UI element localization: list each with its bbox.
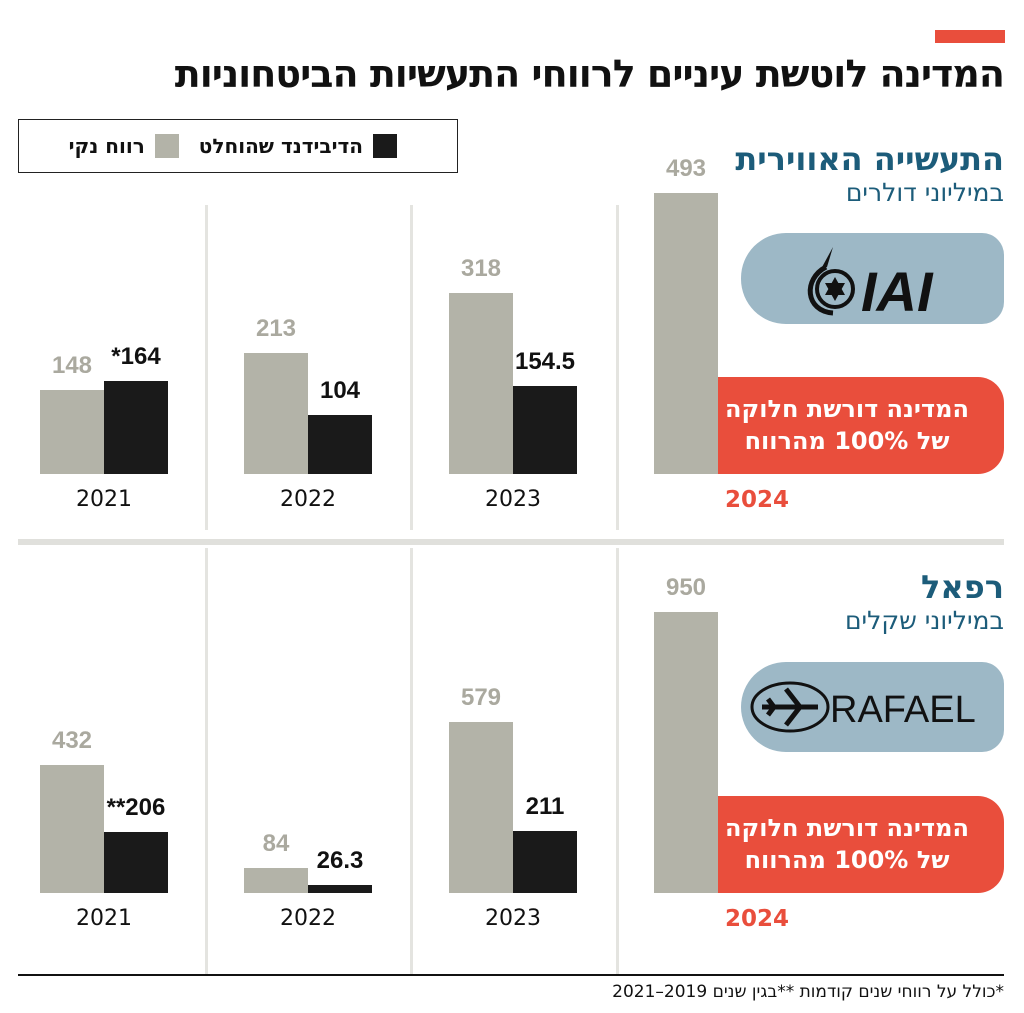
year-label: 2024 bbox=[724, 906, 789, 932]
data-label: 579 bbox=[460, 683, 502, 711]
data-label: **206 bbox=[106, 794, 166, 822]
divider bbox=[205, 548, 208, 974]
divider bbox=[616, 548, 619, 974]
bar-2021-profit bbox=[40, 765, 104, 893]
legend: הדיבידנד שהוחלט רווח נקי bbox=[18, 119, 458, 173]
year-label: 2021 bbox=[76, 906, 132, 931]
iai-logo-icon: IAI bbox=[807, 246, 934, 319]
legend-swatch-profit bbox=[154, 134, 179, 158]
bar-2022-dividend bbox=[308, 414, 372, 474]
company-name: רפאל bbox=[921, 568, 1004, 606]
section-divider bbox=[18, 539, 1004, 545]
bar-2023-dividend bbox=[513, 830, 577, 893]
bar-2022-profit bbox=[244, 352, 308, 474]
callout-line: המדינה דורשת חלוקה bbox=[725, 395, 969, 424]
legend-label: רווח נקי bbox=[68, 134, 145, 158]
data-label: 211 bbox=[525, 792, 565, 820]
year-label: 2022 bbox=[280, 906, 336, 931]
bar-2024-profit bbox=[654, 612, 718, 893]
bar-2023-profit bbox=[449, 292, 513, 474]
iai-logo: IAI bbox=[741, 233, 1004, 324]
rafael-logo-icon: RAFAEL bbox=[750, 681, 976, 733]
bar-2023-profit bbox=[449, 721, 513, 893]
bar-2021-dividend bbox=[104, 380, 168, 474]
divider bbox=[410, 205, 413, 530]
company-header-iai: התעשייה האווירית במיליוני דולרים bbox=[735, 140, 1004, 207]
callout-rafael: המדינה דורשת חלוקה של 100% מהרווח bbox=[690, 796, 1004, 893]
svg-text:IAI: IAI bbox=[861, 260, 934, 319]
bottom-rule bbox=[18, 974, 1004, 976]
bar-2022-profit bbox=[244, 868, 308, 893]
data-label: 26.3 bbox=[316, 847, 364, 875]
divider bbox=[410, 548, 413, 974]
company-name: התעשייה האווירית bbox=[735, 140, 1004, 178]
year-label: 2023 bbox=[485, 906, 541, 931]
company-header-rafael: רפאל במיליוני שקלים bbox=[845, 568, 1004, 635]
unit-label: במיליוני שקלים bbox=[844, 606, 1004, 635]
svg-text:RAFAEL: RAFAEL bbox=[830, 689, 976, 731]
bar-2022-dividend bbox=[308, 885, 372, 893]
data-label: 84 bbox=[262, 830, 290, 858]
legend-swatch-dividend bbox=[373, 134, 397, 158]
bar-2023-dividend bbox=[513, 385, 577, 474]
callout-line: של 100% מהרווח bbox=[744, 845, 950, 874]
year-label: 2023 bbox=[485, 487, 541, 512]
unit-label: במיליוני דולרים bbox=[845, 178, 1004, 207]
data-label: *164 bbox=[111, 342, 161, 370]
accent-bar bbox=[935, 30, 1005, 43]
year-label: 2022 bbox=[280, 487, 336, 512]
divider bbox=[616, 205, 619, 530]
data-label: 148 bbox=[51, 351, 93, 379]
legend-profit: רווח נקי bbox=[69, 134, 179, 158]
callout-line: המדינה דורשת חלוקה bbox=[725, 814, 969, 843]
footnote: *כולל על רווחי שנים קודמות **בגין שנים 2… bbox=[612, 982, 1004, 1002]
legend-dividend: הדיבידנד שהוחלט bbox=[199, 134, 397, 158]
year-label: 2021 bbox=[76, 487, 132, 512]
data-label: 432 bbox=[51, 727, 93, 755]
rafael-logo: RAFAEL bbox=[741, 662, 1004, 752]
bar-2021-dividend bbox=[104, 832, 168, 893]
callout-line: של 100% מהרווח bbox=[744, 426, 950, 455]
bar-2024-profit bbox=[654, 193, 718, 474]
data-label: 154.5 bbox=[514, 347, 576, 375]
data-label: 213 bbox=[255, 314, 297, 342]
year-label: 2024 bbox=[724, 487, 789, 513]
bar-2021-profit bbox=[40, 389, 104, 474]
legend-label: הדיבידנד שהוחלט bbox=[198, 134, 363, 158]
callout-iai: המדינה דורשת חלוקה של 100% מהרווח bbox=[690, 377, 1004, 474]
data-label: 318 bbox=[460, 254, 502, 282]
data-label: 493 bbox=[665, 155, 707, 182]
divider bbox=[205, 205, 208, 530]
data-label: 104 bbox=[319, 376, 361, 404]
data-label: 950 bbox=[665, 574, 707, 601]
page-title: המדינה לוטשת עיניים לרווחי התעשיות הביטח… bbox=[174, 52, 1005, 96]
